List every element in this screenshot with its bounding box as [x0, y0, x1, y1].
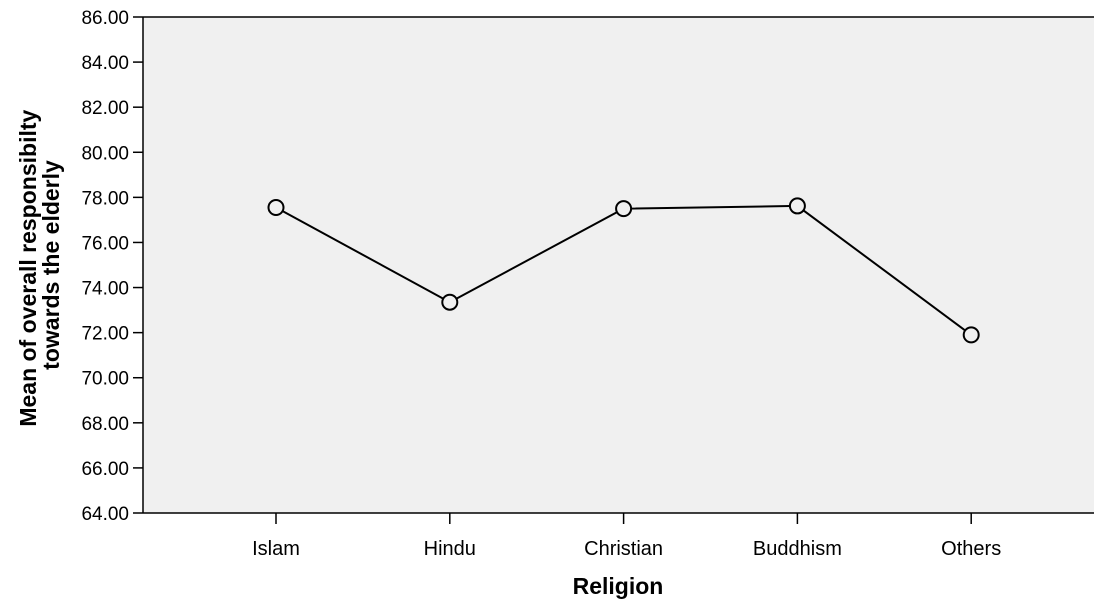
x-tick-label: Others: [941, 538, 1001, 560]
y-tick-label: 82.00: [81, 98, 129, 119]
x-axis-title: Religion: [573, 573, 664, 599]
x-tick-label: Islam: [252, 538, 300, 560]
data-point-marker: [788, 197, 806, 215]
y-tick-label: 64.00: [81, 504, 129, 525]
y-tick-label: 76.00: [81, 233, 129, 254]
x-tick-label: Buddhism: [753, 538, 842, 560]
y-axis-title-line-1: Mean of overall responsibilty: [15, 110, 41, 427]
data-point-marker: [962, 326, 980, 344]
y-tick-label: 72.00: [81, 324, 129, 345]
y-tick-label: 86.00: [81, 8, 129, 29]
y-tick-label: 68.00: [81, 414, 129, 435]
x-axis-ticks: Islam Hindu Christian Buddhism Others: [252, 513, 1001, 560]
y-tick-label: 80.00: [81, 143, 129, 164]
data-point-marker: [441, 293, 459, 311]
data-point-marker: [267, 199, 285, 217]
y-axis-title: Mean of overall responsibilty towards th…: [15, 103, 64, 426]
y-tick-label: 78.00: [81, 188, 129, 209]
x-tick-label: Hindu: [424, 538, 476, 560]
y-tick-label: 74.00: [81, 279, 129, 300]
x-tick-label: Christian: [584, 538, 663, 560]
data-point-marker: [615, 200, 633, 218]
y-tick-label: 84.00: [81, 53, 129, 74]
y-tick-label: 66.00: [81, 459, 129, 480]
series-group: [267, 197, 980, 344]
y-axis-title-line-2: towards the elderly: [38, 160, 64, 370]
y-tick-label: 70.00: [81, 369, 129, 390]
plot-area: [143, 17, 1094, 513]
y-axis-ticks: 64.00 66.00 68.00 70.00 72.00 74.00 76.00 78.00…: [81, 8, 143, 525]
